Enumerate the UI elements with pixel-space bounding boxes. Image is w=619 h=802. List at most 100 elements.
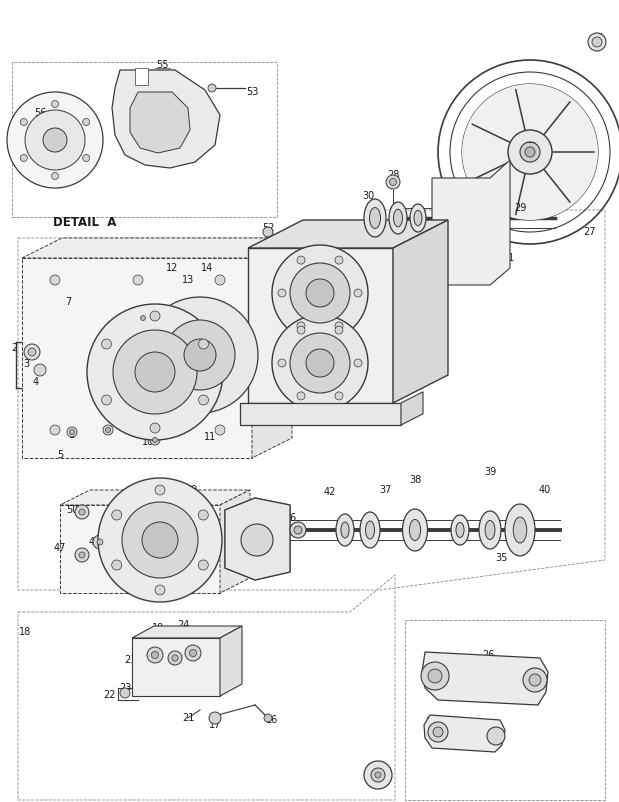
Polygon shape <box>22 258 252 458</box>
Circle shape <box>199 339 209 349</box>
Circle shape <box>142 297 258 413</box>
Circle shape <box>508 130 552 174</box>
Text: 4: 4 <box>33 377 39 387</box>
Ellipse shape <box>402 509 428 551</box>
Text: 21: 21 <box>182 713 194 723</box>
Polygon shape <box>225 498 290 580</box>
Text: 18: 18 <box>19 627 31 637</box>
Circle shape <box>520 142 540 162</box>
Ellipse shape <box>336 514 354 546</box>
Circle shape <box>208 84 216 92</box>
Circle shape <box>215 275 225 285</box>
Ellipse shape <box>410 204 426 232</box>
Polygon shape <box>135 68 148 85</box>
Text: 30: 30 <box>362 191 374 201</box>
Polygon shape <box>220 490 250 593</box>
Text: DETAIL  A: DETAIL A <box>53 216 117 229</box>
Circle shape <box>113 330 197 414</box>
Ellipse shape <box>456 522 464 537</box>
Ellipse shape <box>414 210 422 225</box>
Text: 47: 47 <box>54 543 66 553</box>
Circle shape <box>354 359 362 367</box>
Bar <box>12 62 277 217</box>
Circle shape <box>155 585 165 595</box>
Ellipse shape <box>513 517 527 543</box>
Text: 24: 24 <box>177 620 189 630</box>
Polygon shape <box>132 638 220 696</box>
Polygon shape <box>60 505 220 593</box>
Circle shape <box>428 669 442 683</box>
Text: 23: 23 <box>119 683 131 693</box>
Text: 10: 10 <box>142 437 154 447</box>
Circle shape <box>51 100 59 107</box>
Circle shape <box>290 522 306 538</box>
Circle shape <box>67 427 77 437</box>
Circle shape <box>102 339 111 349</box>
Text: 50: 50 <box>66 505 78 515</box>
Text: A: A <box>266 325 278 339</box>
Text: 39: 39 <box>484 467 496 477</box>
Circle shape <box>297 322 305 330</box>
Text: 40: 40 <box>539 485 551 495</box>
Ellipse shape <box>479 511 501 549</box>
Ellipse shape <box>451 515 469 545</box>
Circle shape <box>98 478 222 602</box>
Text: 22: 22 <box>104 690 116 700</box>
Circle shape <box>272 315 368 411</box>
Text: 56: 56 <box>34 108 46 118</box>
Polygon shape <box>252 238 292 458</box>
Text: 16: 16 <box>266 715 278 725</box>
Circle shape <box>335 322 343 330</box>
Circle shape <box>462 84 598 220</box>
Polygon shape <box>248 248 393 403</box>
Text: 3: 3 <box>23 359 29 369</box>
Text: 6: 6 <box>105 427 111 437</box>
Circle shape <box>428 722 448 742</box>
Polygon shape <box>393 220 448 403</box>
Polygon shape <box>220 626 242 696</box>
Polygon shape <box>422 652 548 705</box>
Circle shape <box>306 349 334 377</box>
Circle shape <box>79 509 85 515</box>
Circle shape <box>28 348 36 356</box>
Text: 1: 1 <box>69 430 75 440</box>
Circle shape <box>93 535 107 549</box>
Text: 55: 55 <box>156 60 168 70</box>
Circle shape <box>525 147 535 157</box>
Circle shape <box>189 650 197 657</box>
Text: 48: 48 <box>89 537 101 547</box>
Circle shape <box>294 526 302 534</box>
Circle shape <box>198 510 209 520</box>
Circle shape <box>335 256 343 264</box>
Circle shape <box>7 92 103 188</box>
Ellipse shape <box>389 202 407 234</box>
Text: 43: 43 <box>246 523 258 533</box>
Text: 19: 19 <box>152 623 164 633</box>
Text: 51: 51 <box>372 773 384 783</box>
Text: 21: 21 <box>124 655 136 665</box>
Circle shape <box>165 320 235 390</box>
Polygon shape <box>225 498 290 580</box>
Text: 5: 5 <box>57 450 63 460</box>
Text: 2: 2 <box>11 343 17 353</box>
Circle shape <box>290 333 350 393</box>
Polygon shape <box>112 70 220 168</box>
Circle shape <box>142 522 178 558</box>
Circle shape <box>421 662 449 690</box>
Text: 27: 27 <box>584 227 596 237</box>
Ellipse shape <box>505 504 535 556</box>
Text: 41: 41 <box>232 543 244 553</box>
Circle shape <box>199 395 209 405</box>
Circle shape <box>24 344 40 360</box>
Ellipse shape <box>341 522 349 538</box>
Circle shape <box>168 651 182 665</box>
Circle shape <box>111 560 122 570</box>
Circle shape <box>297 256 305 264</box>
Text: 35: 35 <box>496 553 508 563</box>
Circle shape <box>278 359 286 367</box>
Text: 53: 53 <box>246 87 258 97</box>
Circle shape <box>50 425 60 435</box>
Polygon shape <box>22 238 292 258</box>
Circle shape <box>150 423 160 433</box>
Circle shape <box>297 392 305 400</box>
